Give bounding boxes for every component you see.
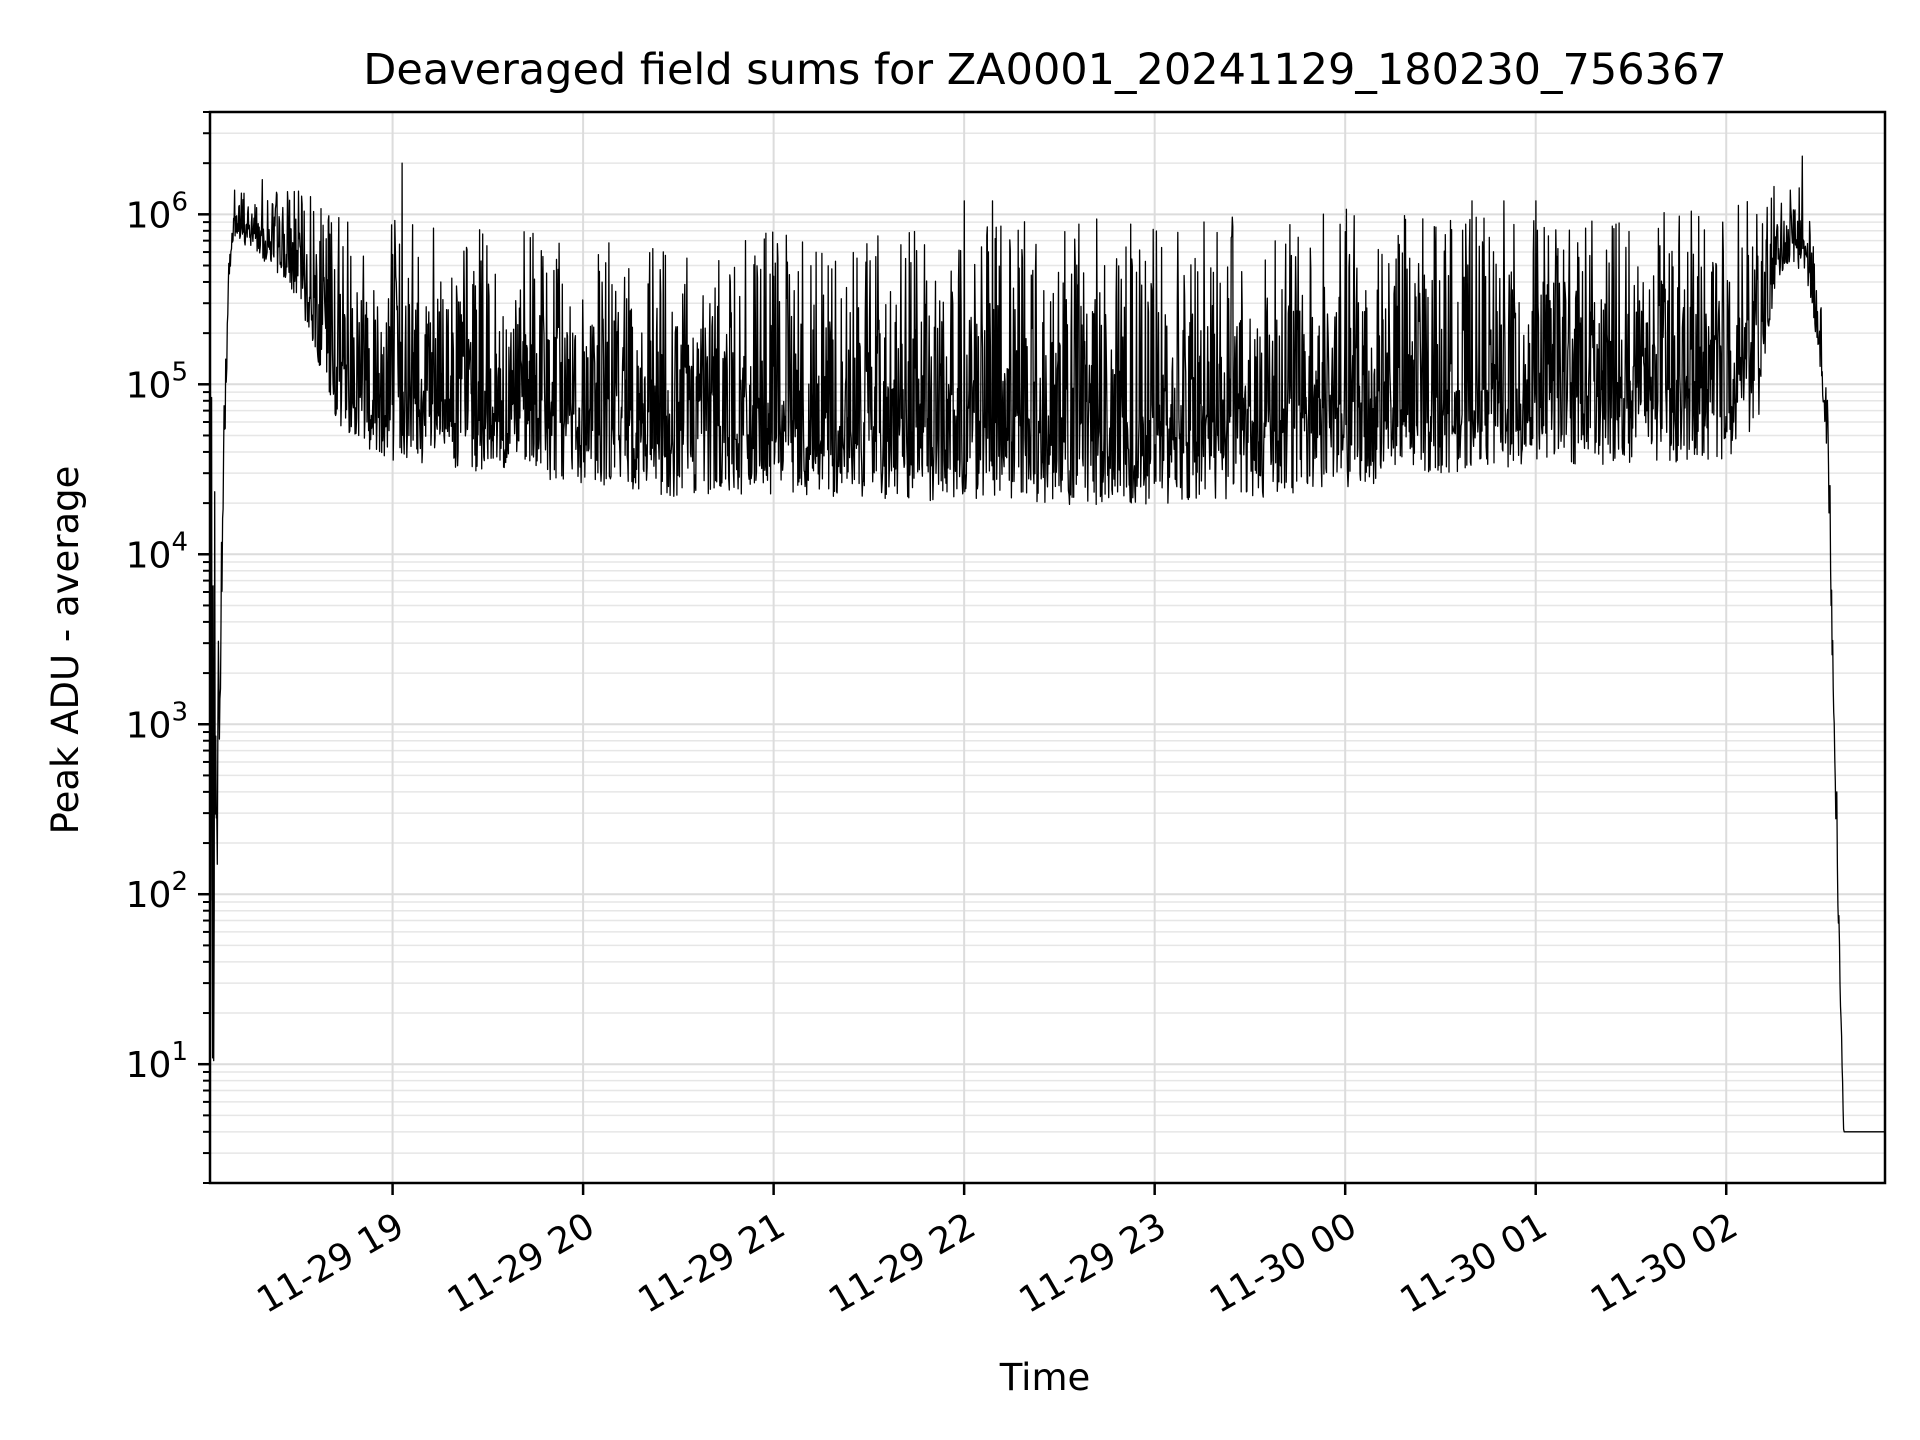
plot-frame [208,110,1887,1185]
series-line [210,155,1885,1133]
chart-title: Deaveraged field sums for ZA0001_2024112… [363,45,1726,95]
y-tick-label: 103 [126,697,188,746]
y-axis-label: Peak ADU - average [44,466,87,835]
y-tick-label: 105 [126,357,188,406]
series-layer [210,155,1885,1133]
y-tick-label: 104 [126,527,188,576]
y-tick-label: 102 [126,867,188,916]
y-tick-label: 101 [126,1037,188,1086]
y-tick-label: 106 [126,187,188,236]
x-axis-label: Time [999,1356,1091,1399]
